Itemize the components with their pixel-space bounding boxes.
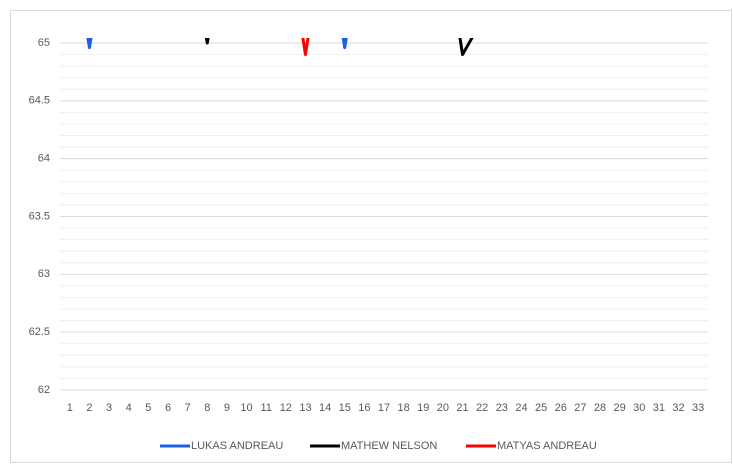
x-tick-label: 14: [319, 402, 331, 414]
x-tick-label: 29: [614, 402, 626, 414]
x-tick-label: 16: [358, 402, 370, 414]
x-tick-label: 32: [672, 402, 684, 414]
x-tick-label: 10: [240, 402, 252, 414]
x-tick-label: 18: [398, 402, 410, 414]
x-tick-label: 6: [165, 402, 171, 414]
x-tick-label: 26: [555, 402, 567, 414]
x-tick-label: 12: [280, 402, 292, 414]
x-tick-label: 15: [339, 402, 351, 414]
y-tick-label: 65: [38, 37, 50, 49]
y-tick-label: 62: [38, 384, 50, 396]
x-tick-label: 25: [535, 402, 547, 414]
x-tick-label: 2: [86, 402, 92, 414]
x-tick-label: 13: [299, 402, 311, 414]
x-tick-label: 4: [126, 402, 132, 414]
x-tick-label: 20: [437, 402, 449, 414]
x-tick-label: 17: [378, 402, 390, 414]
x-tick-label: 23: [496, 402, 508, 414]
y-tick-label: 63: [38, 268, 50, 280]
x-tick-label: 22: [476, 402, 488, 414]
x-tick-label: 8: [204, 402, 210, 414]
x-tick-label: 19: [417, 402, 429, 414]
x-tick-label: 33: [692, 402, 704, 414]
x-tick-label: 21: [456, 402, 468, 414]
x-tick-label: 3: [106, 402, 112, 414]
x-tick-label: 5: [145, 402, 151, 414]
legend-label: MATYAS ANDREAU: [497, 440, 597, 452]
legend-label: MATHEW NELSON: [341, 440, 437, 452]
x-tick-label: 1: [67, 402, 73, 414]
y-tick-label: 63.5: [29, 210, 50, 222]
x-tick-label: 30: [633, 402, 645, 414]
x-tick-label: 27: [574, 402, 586, 414]
y-tick-label: 64.5: [29, 95, 50, 107]
x-tick-label: 9: [224, 402, 230, 414]
x-tick-label: 28: [594, 402, 606, 414]
x-tick-label: 11: [260, 402, 271, 414]
y-tick-label: 62.5: [29, 326, 50, 338]
x-tick-label: 31: [653, 402, 665, 414]
x-tick-label: 24: [515, 402, 527, 414]
chart-border: [10, 10, 732, 463]
x-tick-label: 7: [185, 402, 191, 414]
legend-label: LUKAS ANDREAU: [191, 440, 283, 452]
y-tick-label: 64: [38, 153, 50, 165]
